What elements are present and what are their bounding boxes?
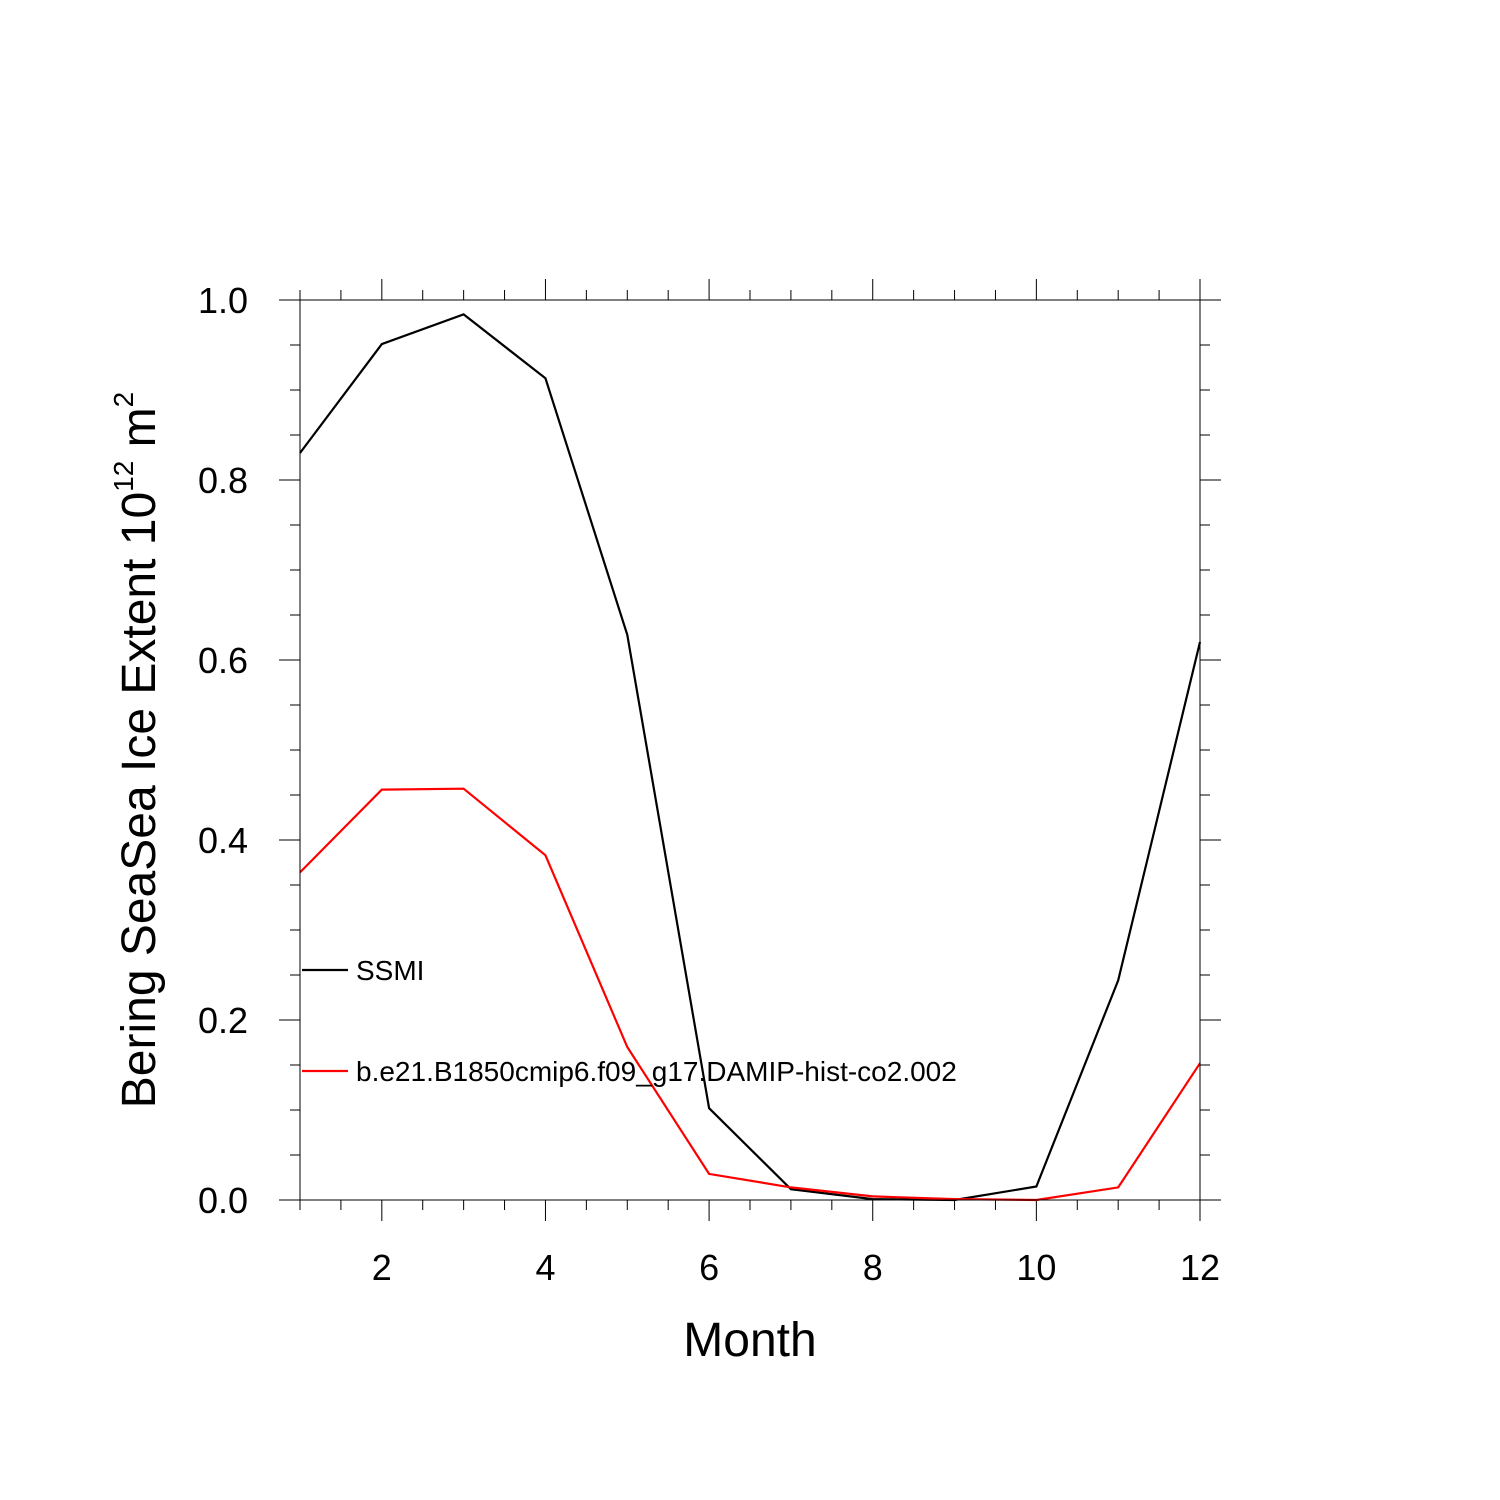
data-series [299, 313, 1202, 1202]
y-tick-label: 1.0 [198, 280, 248, 321]
legend: SSMI b.e21.B1850cmip6.f09_g17.DAMIP-hist-… [302, 955, 957, 1087]
y-axis-title-exponent: 12 [108, 461, 139, 492]
y-tick-label: 0.0 [198, 1180, 248, 1221]
legend-label: SSMI [356, 955, 424, 986]
x-tick-label: 10 [1016, 1247, 1056, 1288]
y-axis-title-text: Bering SeaSea Ice Extent 10 [113, 492, 166, 1108]
y-axis-ticks: 0.0 0.2 0.4 0.6 0.8 1.0 [198, 280, 1221, 1221]
x-tick-label: 8 [863, 1247, 883, 1288]
x-tick-label: 12 [1180, 1247, 1220, 1288]
x-axis-ticks: 2 4 6 8 10 12 [299, 279, 1220, 1288]
plot-frame [299, 299, 1201, 1201]
y-axis-title-unit-exponent: 2 [108, 392, 139, 408]
y-axis-title-unit: m [113, 407, 166, 447]
y-tick-label: 0.6 [198, 640, 248, 681]
y-axis-title-space [113, 447, 166, 460]
x-tick-label: 2 [372, 1247, 392, 1288]
x-axis-title: Month [683, 1314, 816, 1367]
y-tick-label: 0.2 [198, 1000, 248, 1041]
series-line [299, 787, 1201, 1202]
x-tick-label: 4 [535, 1247, 555, 1288]
y-tick-label: 0.4 [198, 820, 248, 861]
y-axis-title: Bering SeaSea Ice Extent 1012 m2 [108, 392, 166, 1108]
x-tick-label: 6 [699, 1247, 719, 1288]
y-tick-label: 0.8 [198, 460, 248, 501]
series-line [299, 313, 1202, 1202]
legend-label: b.e21.B1850cmip6.f09_g17.DAMIP-hist-co2.… [356, 1056, 957, 1087]
